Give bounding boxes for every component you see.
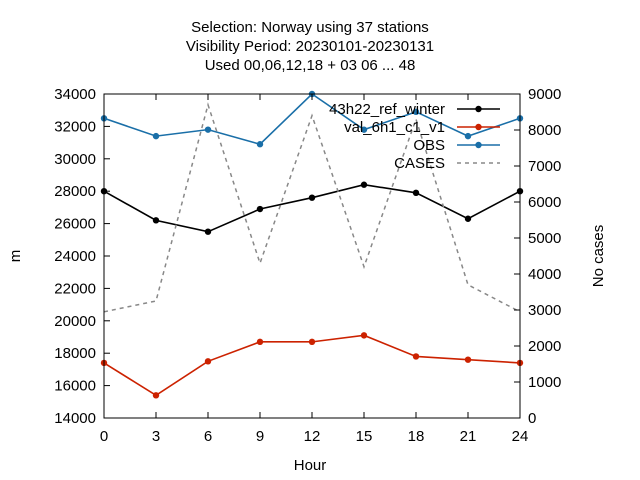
series-1-point <box>308 194 316 201</box>
series-line-4 <box>103 102 521 313</box>
legend-marker-3 <box>475 141 482 149</box>
series-3-point <box>464 132 472 140</box>
x-tick-label: 3 <box>152 428 160 445</box>
plot-area <box>100 90 524 399</box>
series-3-point <box>360 126 368 133</box>
y-axis-label: m <box>7 250 24 263</box>
y-tick-label: 18000 <box>54 345 96 362</box>
series-2-point <box>152 392 160 399</box>
x-tick-label: 6 <box>204 428 212 445</box>
series-2-point <box>464 356 472 363</box>
y-tick-label: 22000 <box>54 280 96 297</box>
series-1-point <box>204 228 212 235</box>
x-tick-label: 12 <box>304 428 321 445</box>
y-tick-label: 28000 <box>54 183 96 200</box>
x-axis-label: Hour <box>294 457 327 474</box>
x-tick-label: 15 <box>356 428 373 445</box>
y2-axis-label: No cases <box>590 225 607 288</box>
series-1-point <box>360 181 368 188</box>
legend-label-3: OBS <box>413 137 445 154</box>
y2-tick-label: 3000 <box>528 302 561 319</box>
series-2-point <box>360 332 368 339</box>
y2-tick-label: 6000 <box>528 194 561 211</box>
x-tick-label: 24 <box>512 428 529 445</box>
y-tick-label: 14000 <box>54 410 96 427</box>
y2-tick-label: 7000 <box>528 158 561 175</box>
series-2-point <box>412 353 420 360</box>
x-tick-label: 21 <box>460 428 477 445</box>
series-3-point <box>152 132 160 140</box>
series-1-point <box>256 205 264 213</box>
y2-tick-label: 5000 <box>528 230 561 247</box>
y-tick-label: 16000 <box>54 378 96 395</box>
y-tick-label: 24000 <box>54 248 96 265</box>
y2-tick-label: 8000 <box>528 122 561 139</box>
series-2-point <box>256 338 264 346</box>
y-tick-label: 20000 <box>54 313 96 330</box>
x-tick-label: 9 <box>256 428 264 445</box>
x-tick-label: 0 <box>100 428 108 445</box>
series-3-point <box>412 108 420 116</box>
legend-marker-2 <box>475 123 482 131</box>
chart-title: Selection: Norway using 37 stations Visi… <box>186 19 434 74</box>
legend-marker-1 <box>475 105 482 113</box>
y2-tick-label: 2000 <box>528 338 561 355</box>
y-tick-label: 30000 <box>54 151 96 168</box>
legend-label-4: CASES <box>394 155 445 172</box>
axes: 0 3 6 9 12 15 18 21 2414000160001800020000220002… <box>54 86 561 445</box>
y-tick-label: 34000 <box>54 86 96 103</box>
chart-title-line-1: Selection: Norway using 37 stations <box>191 19 429 36</box>
x-tick-label: 18 <box>408 428 425 445</box>
y2-tick-label: 0 <box>528 410 536 427</box>
series-1-point <box>152 217 160 224</box>
legend-label-2: val_6h1_c1_v1 <box>344 119 445 136</box>
legend-label-1: 43h22_ref_winter <box>329 101 445 118</box>
series-3-point <box>204 126 212 133</box>
chart-title-line-2: Visibility Period: 20230101-20230131 <box>186 38 434 55</box>
chart-title-line-3: Used 00,06,12,18 + 03 06 ... 48 <box>205 57 416 74</box>
y-tick-label: 26000 <box>54 216 96 233</box>
y2-tick-label: 1000 <box>528 374 561 391</box>
y2-tick-label: 9000 <box>528 86 561 103</box>
series-3-point <box>256 141 264 148</box>
y2-tick-label: 4000 <box>528 266 561 283</box>
series-2-point <box>308 338 316 346</box>
series-2-point <box>204 358 212 365</box>
series-1-point <box>464 215 472 222</box>
y-tick-label: 32000 <box>54 118 96 135</box>
series-1-point <box>412 189 420 197</box>
